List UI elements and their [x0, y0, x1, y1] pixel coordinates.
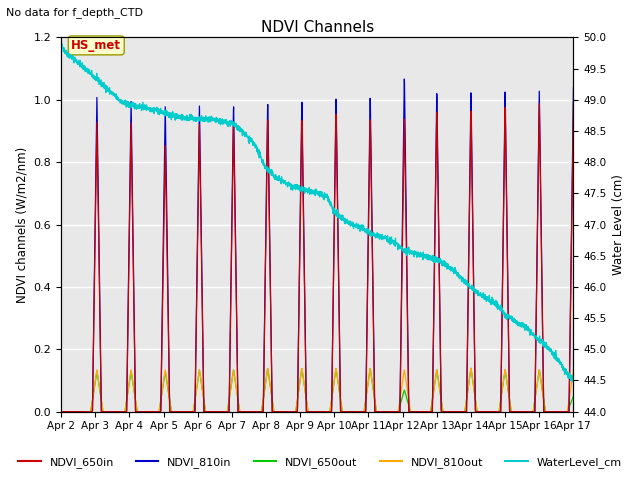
- Y-axis label: Water Level (cm): Water Level (cm): [612, 174, 625, 275]
- Y-axis label: NDVI channels (W/m2/nm): NDVI channels (W/m2/nm): [15, 146, 28, 303]
- Text: No data for f_depth_CTD: No data for f_depth_CTD: [6, 7, 143, 18]
- Title: NDVI Channels: NDVI Channels: [260, 20, 374, 35]
- Legend: NDVI_650in, NDVI_810in, NDVI_650out, NDVI_810out, WaterLevel_cm: NDVI_650in, NDVI_810in, NDVI_650out, NDV…: [14, 452, 626, 472]
- Text: HS_met: HS_met: [71, 39, 121, 52]
